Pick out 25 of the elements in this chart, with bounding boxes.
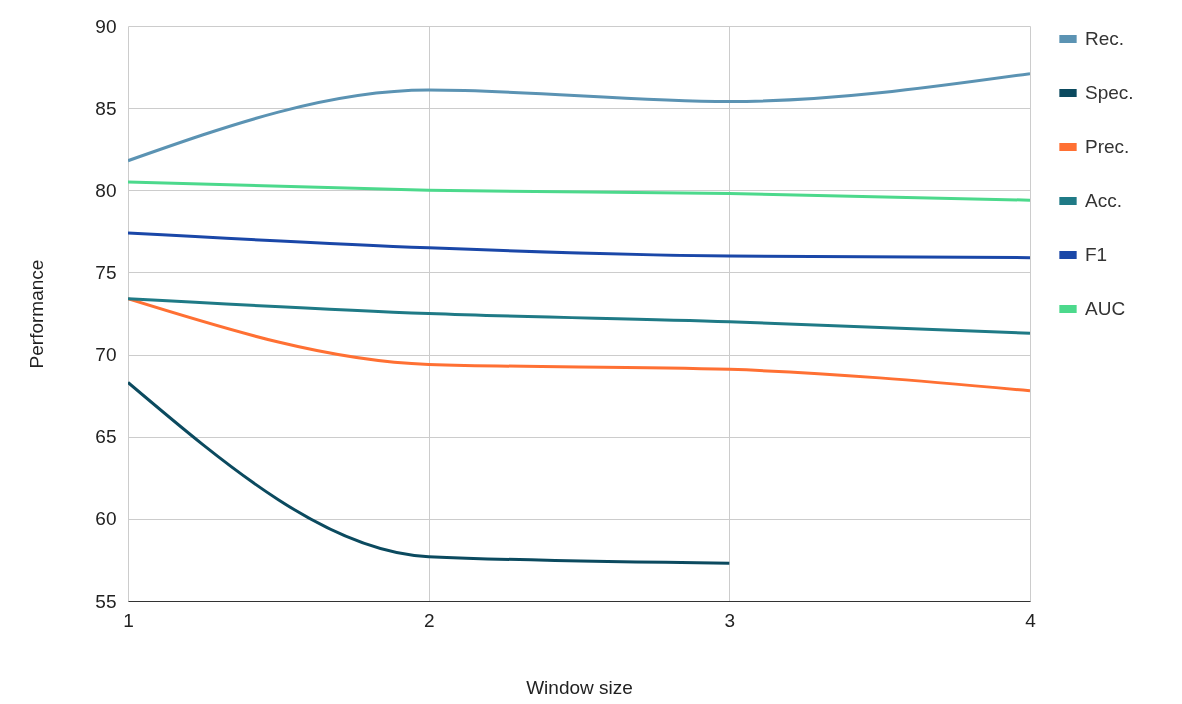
legend-label: Prec. (1085, 136, 1130, 157)
x-tick-label: 2 (423, 609, 435, 631)
line-series (128, 297, 1030, 393)
y-tick-label: 85 (95, 97, 117, 119)
legend-label: Rec. (1085, 28, 1125, 49)
x-axis-title: Window size (526, 676, 633, 698)
y-tick-label: 80 (95, 179, 117, 201)
line-series (128, 297, 1030, 335)
line-series (128, 231, 1030, 260)
legend-label: Acc. (1085, 190, 1122, 211)
y-tick-label: 75 (95, 261, 117, 283)
y-tick-label: 70 (95, 344, 117, 366)
y-tick-label: 90 (95, 15, 117, 37)
line-series (128, 180, 1030, 202)
x-tick-label: 3 (724, 609, 736, 631)
x-tick-label: 1 (123, 609, 134, 631)
x-tick-label: 4 (1025, 609, 1037, 631)
y-axis-title: Performance (26, 259, 48, 369)
y-tick-label: 55 (95, 590, 117, 612)
legend-label: AUC (1085, 298, 1126, 319)
line-series (128, 72, 1030, 163)
legend-label: F1 (1085, 244, 1108, 265)
y-tick-label: 60 (95, 508, 117, 530)
legend-label: Spec. (1085, 82, 1134, 103)
y-tick-label: 65 (95, 426, 117, 448)
